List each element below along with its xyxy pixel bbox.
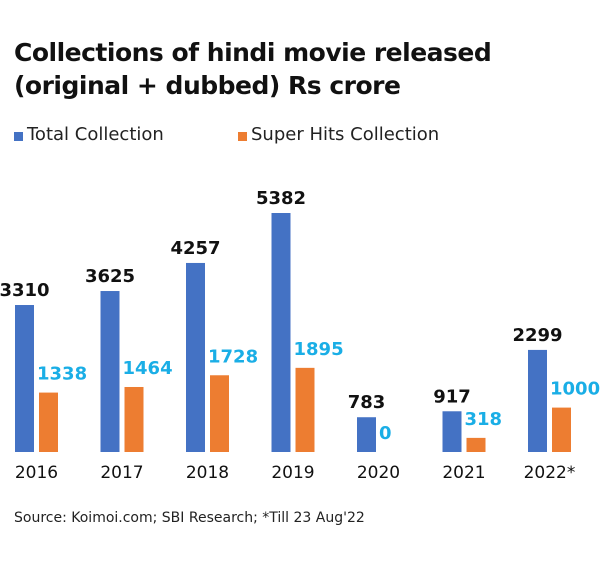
- legend-label-total-collection: Total Collection: [27, 124, 164, 145]
- label-superhits-2022: 1000: [550, 379, 600, 400]
- x-tick-2017: 2017: [100, 463, 143, 483]
- label-superhits-2019: 1895: [294, 339, 344, 360]
- bar-superhits-2021: [466, 437, 486, 452]
- chart-title-line-1: Collections of hindi movie released: [14, 38, 492, 67]
- bar-total-2022: [528, 349, 547, 452]
- label-superhits-2017: 1464: [123, 358, 173, 379]
- label-total-2019: 5382: [256, 188, 306, 209]
- bar-total-2019: [271, 213, 291, 452]
- bar-superhits-2022: [552, 407, 571, 452]
- label-total-2022: 2299: [512, 325, 562, 346]
- chart-title-line-2: (original + dubbed) Rs crore: [14, 71, 401, 100]
- bar-superhits-2017: [124, 386, 144, 452]
- legend-swatch-total-collection: [14, 132, 23, 141]
- bar-total-2021: [442, 411, 462, 452]
- label-superhits-2021: 318: [465, 409, 503, 430]
- label-total-2017: 3625: [85, 266, 135, 287]
- bar-superhits-2016: [39, 392, 58, 452]
- bar-total-2016: [15, 305, 34, 452]
- legend-label-super-hits-collection: Super Hits Collection: [251, 124, 440, 145]
- legend-swatch-super-hits-collection: [238, 132, 247, 141]
- bar-total-2020: [357, 417, 376, 452]
- label-total-2021: 917: [433, 386, 471, 407]
- bar-superhits-2019: [295, 367, 315, 452]
- x-tick-2016: 2016: [15, 463, 58, 483]
- label-superhits-2020: 0: [379, 423, 392, 444]
- bar-total-2017: [100, 291, 120, 452]
- chart-title: Collections of hindi movie released (ori…: [14, 36, 492, 102]
- x-tick-2022: 2022*: [524, 463, 576, 483]
- legend-item-total-collection: Total Collection: [14, 124, 164, 145]
- label-total-2016: 3310: [0, 280, 50, 301]
- label-superhits-2018: 1728: [208, 346, 258, 367]
- label-total-2018: 4257: [170, 238, 220, 259]
- x-tick-2020: 2020: [357, 463, 400, 483]
- x-tick-2021: 2021: [442, 463, 485, 483]
- bar-total-2018: [186, 262, 205, 452]
- x-tick-2018: 2018: [186, 463, 229, 483]
- x-tick-2019: 2019: [271, 463, 314, 483]
- label-superhits-2016: 1338: [37, 364, 87, 385]
- legend-item-super-hits-collection: Super Hits Collection: [238, 124, 439, 145]
- source-note: Source: Koimoi.com; SBI Research; *Till …: [14, 510, 365, 526]
- label-total-2020: 783: [348, 392, 386, 413]
- bar-superhits-2018: [210, 375, 229, 452]
